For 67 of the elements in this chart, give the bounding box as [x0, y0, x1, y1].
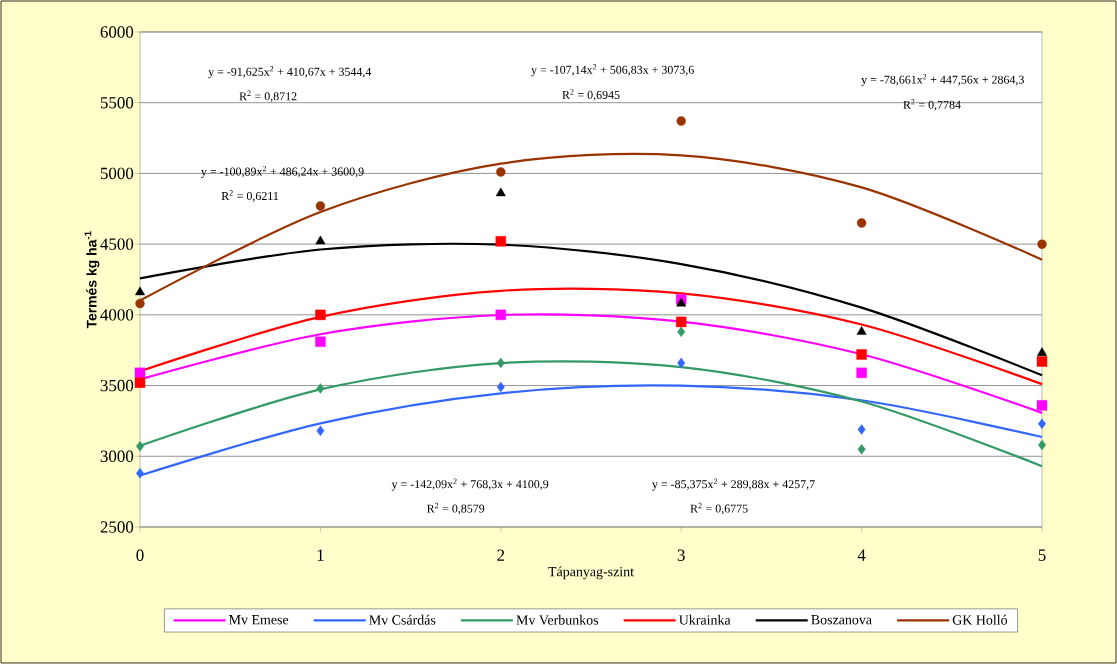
- annotation: y = -91,625x$^{2}$ + 410,67x + 3544,4: [208, 66, 372, 79]
- point: [136, 468, 144, 479]
- annotation: R$^{2}$ = 0,7784: [903, 99, 961, 111]
- point: [1037, 347, 1047, 356]
- y-axis-title: Termés kg ha$^{-1}$: [84, 231, 100, 329]
- annotation: R$^{2}$ = 0,6945: [562, 89, 620, 101]
- legend-label: Ukrainka: [679, 614, 731, 625]
- point: [136, 441, 144, 452]
- point: [495, 236, 507, 247]
- point: [677, 326, 686, 338]
- point: [1036, 400, 1048, 411]
- point: [316, 425, 325, 437]
- point: [495, 309, 507, 321]
- y-tick-label: 5000: [100, 167, 134, 180]
- point: [315, 309, 326, 321]
- legend-label: Mv Csárdás: [369, 614, 436, 625]
- legend-label: GK Holló: [952, 614, 1008, 625]
- annotation: R$^{2}$ = 0,6775: [690, 502, 748, 515]
- point: [856, 349, 867, 360]
- legend-label: Mv Verbunkos: [516, 614, 599, 625]
- point: [135, 298, 145, 309]
- y-tick-label: 2500: [100, 521, 134, 533]
- point: [134, 377, 146, 388]
- annotation: R$^{2}$ = 0,8712: [239, 90, 297, 103]
- annotation: y = -100,89x$^{2}$ + 486,24x + 3600,9: [201, 165, 364, 179]
- annotation: y = -78,661x$^{2}$ + 447,56x + 2864,3: [861, 73, 1024, 87]
- y-tick-label: 3500: [100, 379, 134, 392]
- x-tick-label: 3: [677, 549, 685, 561]
- x-axis-title: Tápanyag-szint: [548, 566, 634, 580]
- point: [315, 235, 326, 245]
- point: [496, 357, 505, 369]
- legend-label: Boszanova: [811, 615, 872, 625]
- annotation: y = -107,14x$^{2}$ + 506,83x + 3073,6: [531, 64, 694, 77]
- point: [1036, 356, 1048, 367]
- point: [496, 381, 505, 393]
- point: [856, 218, 867, 228]
- point: [857, 424, 866, 435]
- point: [676, 316, 687, 328]
- x-tick-label: 1: [317, 549, 324, 561]
- annotation: y = -85,375x$^{2}$ + 289,88x + 4257,7: [652, 478, 815, 491]
- point: [496, 167, 506, 177]
- annotation: R$^{2}$ = 0,8579: [427, 502, 485, 515]
- point: [857, 444, 866, 455]
- y-tick-label: 4500: [100, 238, 134, 250]
- y-tick-label: 6000: [100, 26, 134, 38]
- point: [676, 116, 686, 126]
- annotation: R$^{2}$ = 0,6211: [221, 190, 279, 202]
- x-tick-label: 0: [136, 549, 144, 561]
- y-tick-label: 4000: [100, 309, 134, 321]
- point: [1038, 418, 1046, 429]
- point: [134, 367, 146, 379]
- point: [856, 326, 867, 335]
- point: [315, 201, 326, 211]
- point: [677, 357, 686, 369]
- y-tick-label: 3000: [100, 450, 134, 462]
- point: [856, 367, 867, 379]
- x-tick-label: 4: [857, 549, 866, 561]
- annotation: y = -142,09x$^{2}$ + 768,3x + 4100,9: [391, 478, 549, 491]
- point: [1037, 239, 1047, 249]
- x-tick-label: 5: [1038, 549, 1046, 561]
- point: [316, 383, 325, 394]
- point: [315, 336, 326, 347]
- y-tick-label: 5500: [100, 96, 134, 109]
- x-tick-label: 2: [497, 549, 505, 561]
- point: [495, 187, 506, 197]
- legend-label: Mv Emese: [229, 615, 289, 625]
- point: [135, 286, 145, 296]
